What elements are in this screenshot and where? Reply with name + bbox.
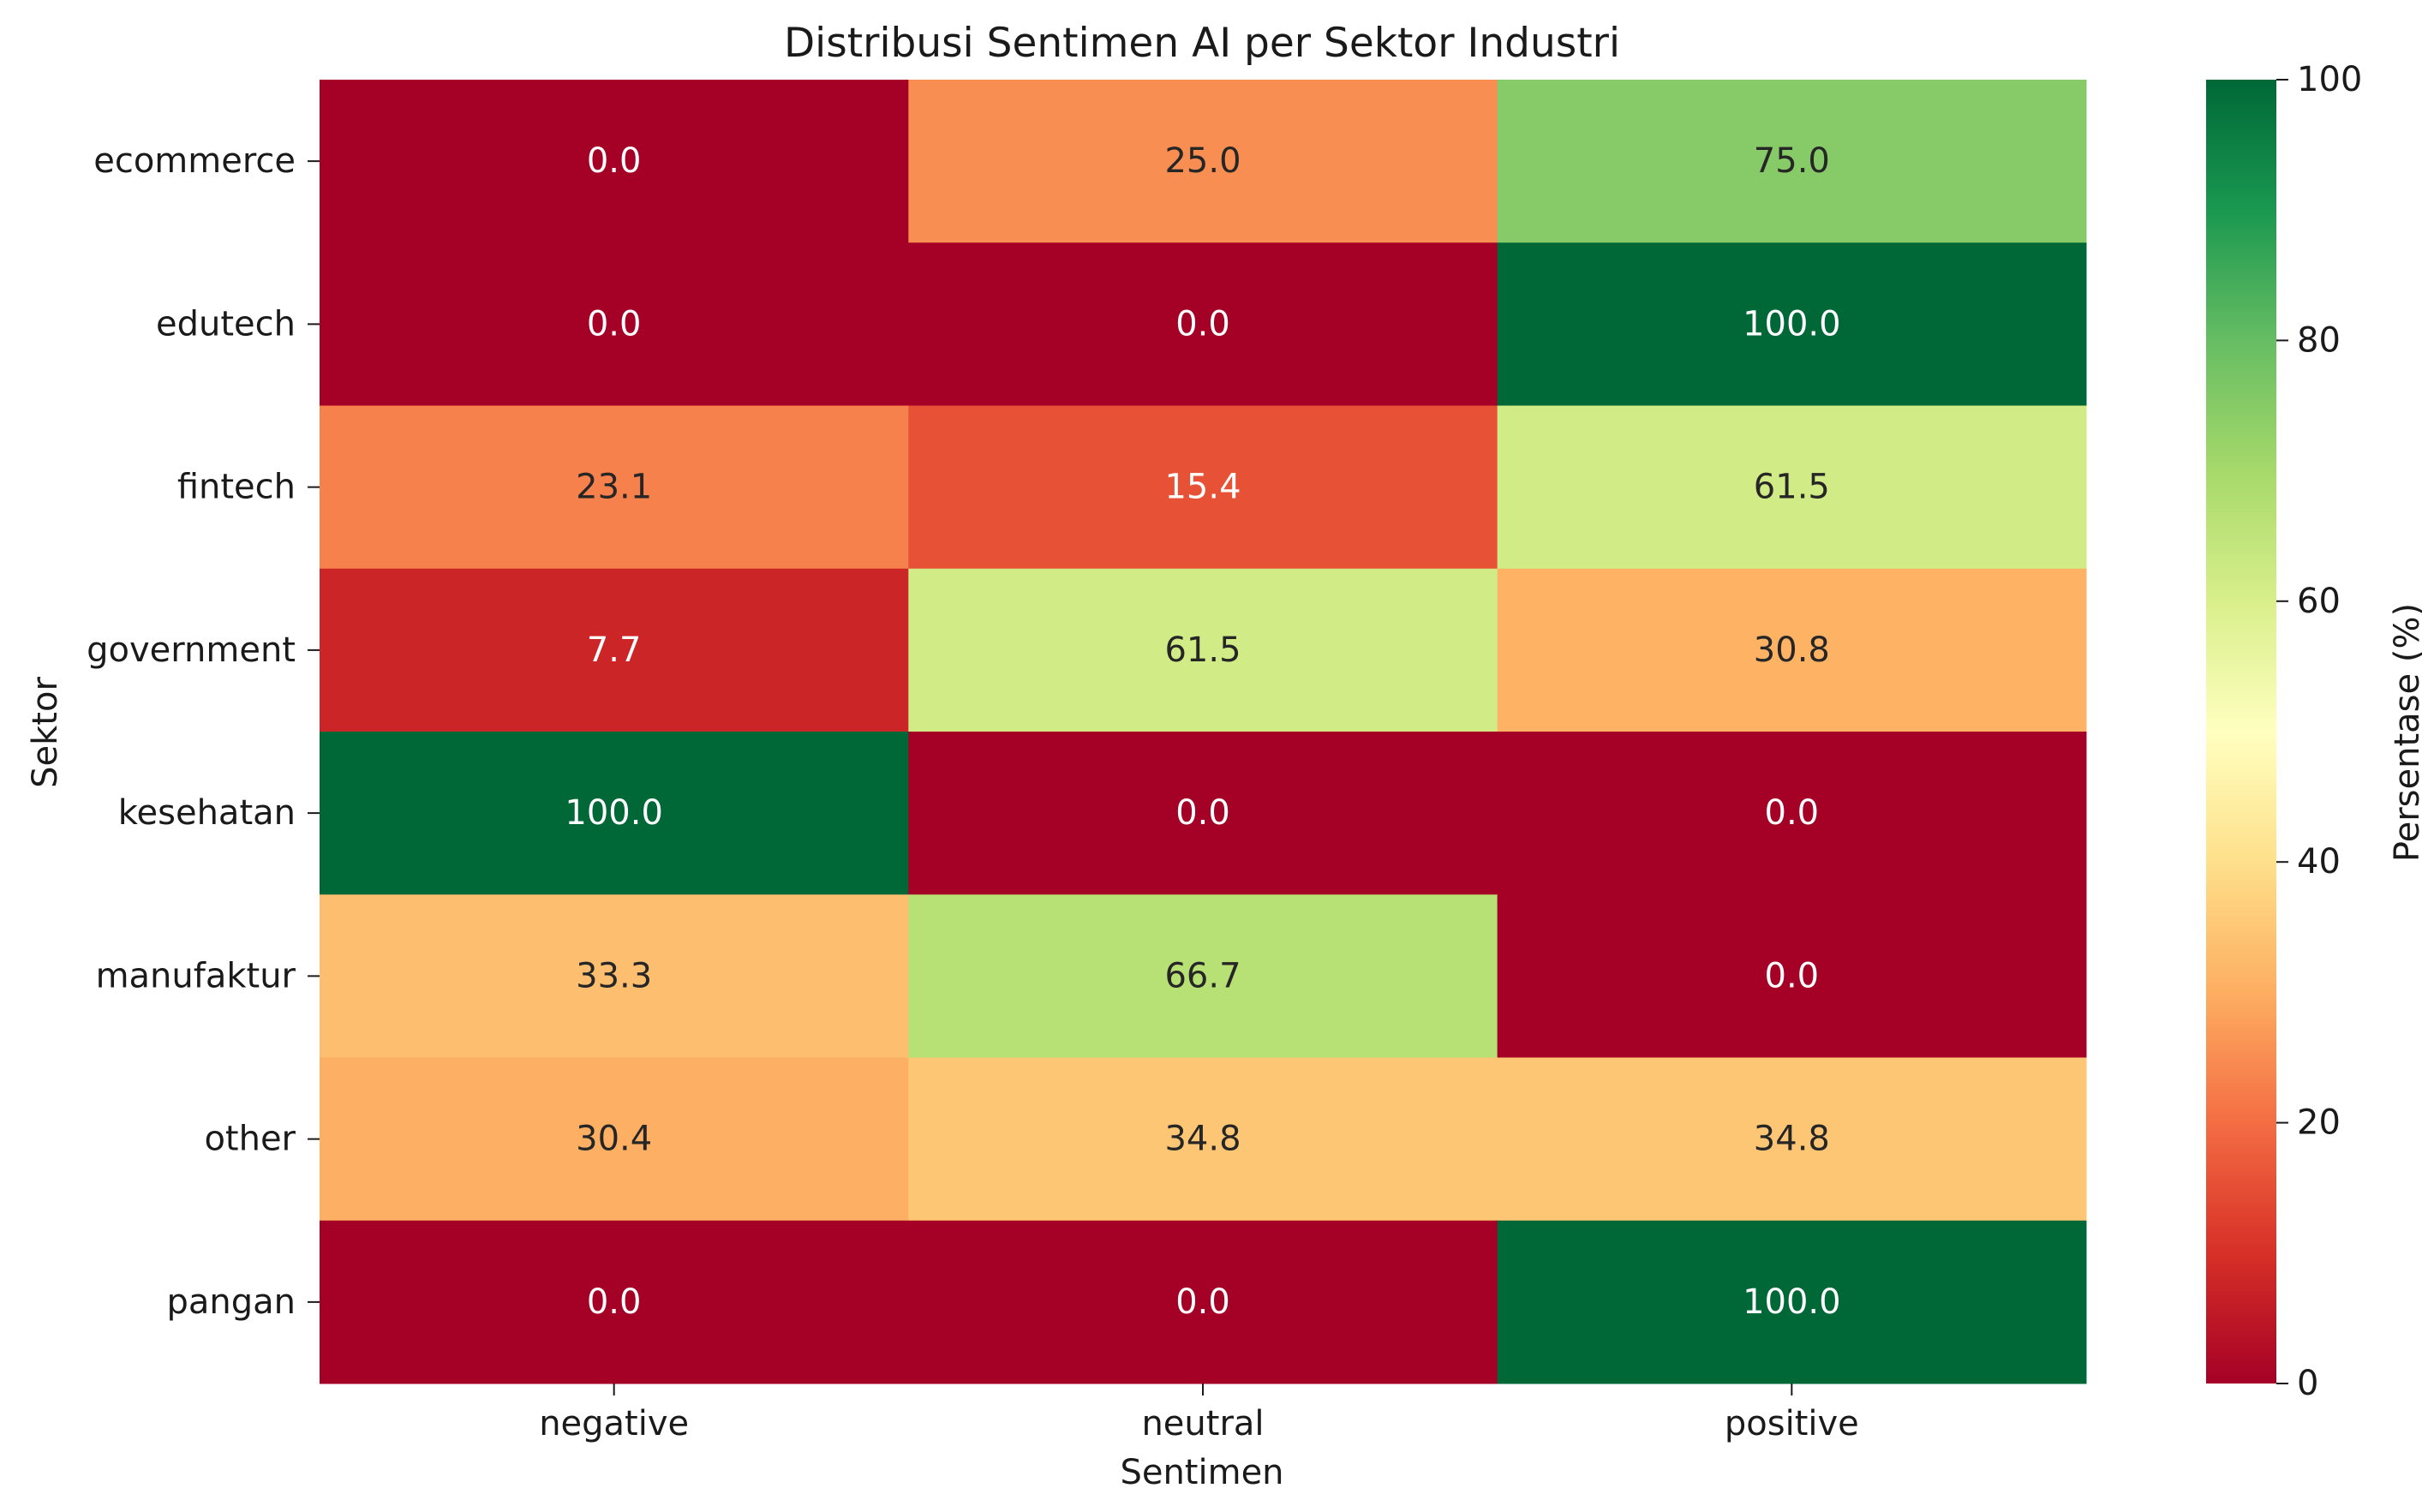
heatmap-cell (320, 1057, 909, 1222)
cell-value-label: 0.0 (1175, 1282, 1230, 1322)
heatmap-cell (320, 732, 909, 895)
colorbar-tick-label: 100 (2297, 60, 2362, 99)
heatmap-cell (908, 1220, 1498, 1384)
cell-value-label: 34.8 (1164, 1120, 1241, 1159)
heatmap-cell (320, 405, 909, 570)
heatmap-cell (908, 405, 1498, 570)
cell-value-label: 30.4 (576, 1120, 652, 1159)
y-axis-title: Sektor (26, 677, 65, 788)
y-tick-label: pangan (166, 1282, 296, 1322)
cell-value-label: 61.5 (1164, 630, 1241, 670)
cell-value-label: 100.0 (1743, 1282, 1841, 1322)
heatmap-cell (320, 894, 909, 1058)
heatmap-cell (1497, 80, 2087, 243)
x-tick-label: positive (1725, 1404, 1859, 1443)
cell-value-label: 0.0 (1175, 793, 1230, 833)
heatmap-cell (1497, 1057, 2087, 1222)
heatmap-cell (1497, 894, 2087, 1058)
heatmap-cell (908, 732, 1498, 895)
heatmap-cell (908, 568, 1498, 732)
cell-value-label: 25.0 (1164, 141, 1241, 181)
cell-value-label: 100.0 (565, 793, 663, 833)
cell-value-label: 0.0 (587, 1282, 642, 1322)
y-tick-label: government (87, 630, 296, 670)
cell-value-label: 61.5 (1754, 468, 1830, 507)
cell-value-label: 75.0 (1754, 141, 1830, 181)
cell-value-label: 100.0 (1743, 304, 1841, 344)
heatmap-cell (908, 894, 1498, 1058)
y-tick-label: other (204, 1120, 296, 1159)
chart-title: Distribusi Sentimen AI per Sektor Indust… (784, 20, 1620, 67)
cell-value-label: 0.0 (1765, 956, 1820, 995)
y-axis-ticks: ecommerce edutech fintech government kesehat… (87, 141, 320, 1322)
heatmap-cell (320, 80, 909, 243)
cell-value-label: 0.0 (587, 304, 642, 344)
colorbar-tick-label: 20 (2297, 1103, 2341, 1143)
colorbar (2206, 80, 2276, 1384)
cell-value-label: 66.7 (1164, 956, 1241, 995)
cell-value-label: 15.4 (1164, 468, 1241, 507)
x-tick-label: neutral (1141, 1404, 1264, 1443)
cell-value-label: 33.3 (576, 956, 652, 995)
heatmap-cell (320, 242, 909, 406)
y-tick-label: fintech (177, 468, 296, 507)
heatmap-cell (908, 242, 1498, 406)
x-axis-title: Sentimen (1120, 1453, 1283, 1492)
heatmap-cell-labels: 0.0 25.0 75.0 0.0 0.0 100.0 23.1 15.4 61.5 7.7 61.… (565, 141, 1840, 1322)
heatmap-cell (1497, 732, 2087, 895)
cell-value-label: 0.0 (587, 141, 642, 181)
heatmap-cell (1497, 568, 2087, 732)
x-axis-ticks: negative neutral positive (539, 1384, 1859, 1443)
cell-value-label: 23.1 (576, 468, 652, 507)
heatmap-cell (1497, 242, 2087, 406)
colorbar-ticks: 0 20 40 60 80 100 (2276, 60, 2362, 1403)
colorbar-tick-label: 80 (2297, 320, 2341, 360)
cell-value-label: 0.0 (1765, 793, 1820, 833)
colorbar-tick-label: 40 (2297, 842, 2341, 882)
colorbar-title: Persentase (%) (2388, 603, 2422, 862)
cell-value-label: 34.8 (1754, 1120, 1830, 1159)
y-tick-label: edutech (156, 304, 296, 344)
heatmap-cell (908, 80, 1498, 243)
y-tick-label: manufaktur (96, 956, 296, 995)
heatmap-cell (1497, 1220, 2087, 1384)
cell-value-label: 7.7 (587, 630, 642, 670)
heatmap-cell (1497, 405, 2087, 570)
heatmap-cells (320, 80, 2087, 1384)
heatmap-cell (320, 568, 909, 732)
x-tick-label: negative (539, 1404, 689, 1443)
colorbar-tick-label: 0 (2297, 1364, 2318, 1403)
cell-value-label: 0.0 (1175, 304, 1230, 344)
y-tick-label: ecommerce (93, 141, 296, 181)
y-tick-label: kesehatan (118, 793, 296, 833)
colorbar-tick-label: 60 (2297, 582, 2341, 621)
cell-value-label: 30.8 (1754, 630, 1830, 670)
heatmap-cell (320, 1220, 909, 1384)
heatmap-cell (908, 1057, 1498, 1222)
